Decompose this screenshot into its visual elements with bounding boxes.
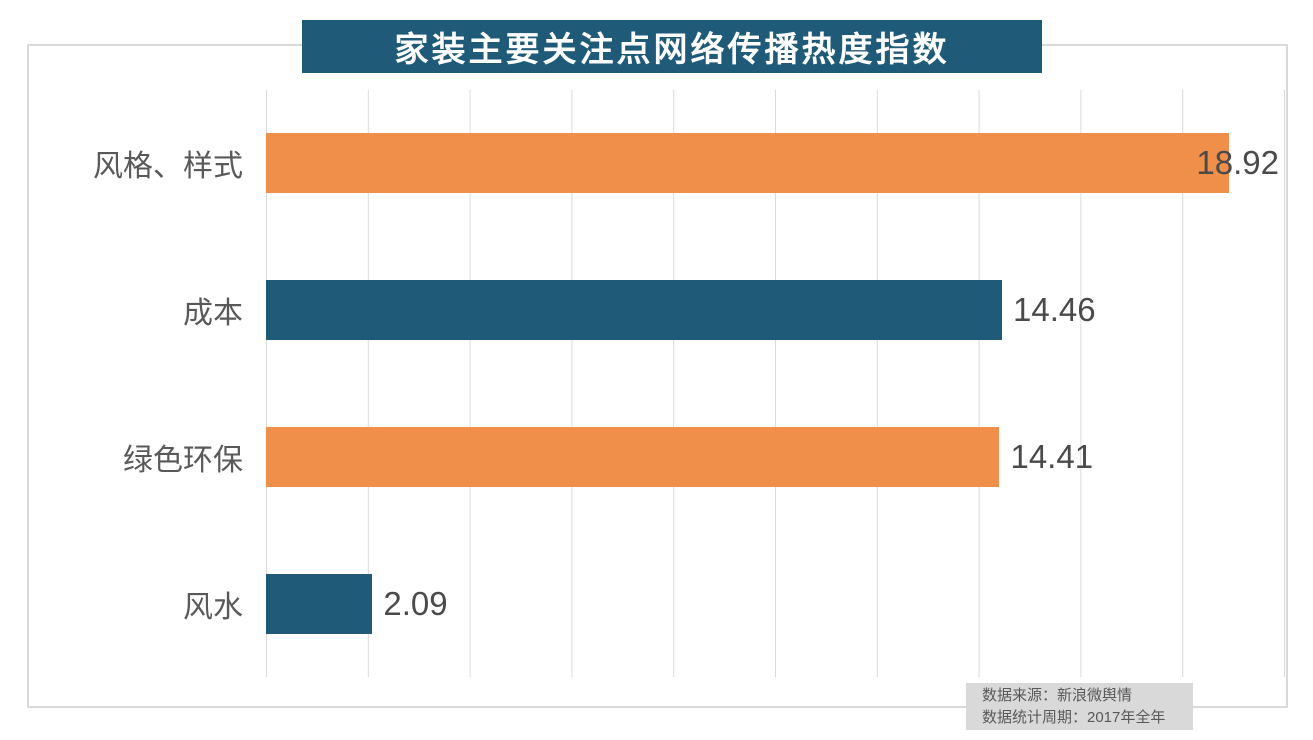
bar-row: 2.09 <box>266 530 1284 677</box>
bar <box>266 280 1002 341</box>
data-label: 14.46 <box>1013 291 1096 329</box>
bar <box>266 133 1230 194</box>
data-label: 18.92 <box>1196 144 1279 182</box>
source-note-line2: 数据统计周期：2017年全年 <box>982 709 1166 726</box>
source-note-line1: 数据来源：新浪微舆情 <box>982 687 1133 704</box>
data-label: 14.41 <box>1010 437 1094 475</box>
source-note-box: 数据来源：新浪微舆情 数据统计周期：2017年全年 <box>966 683 1193 730</box>
chart-title: 家装主要关注点网络传播热度指数 <box>302 20 1042 73</box>
bar-row: 14.46 <box>266 237 1284 384</box>
data-label: 2.09 <box>383 584 448 622</box>
bar <box>266 426 1000 487</box>
category-label: 风格、样式 <box>93 150 243 184</box>
bar-row: 14.41 <box>266 384 1284 531</box>
bar <box>266 573 373 634</box>
category-axis: 风格、样式 成本 绿色环保 风水 <box>0 90 243 677</box>
bar-row: 18.92 <box>266 90 1284 237</box>
category-label: 绿色环保 <box>123 443 243 477</box>
category-label: 风水 <box>183 590 243 624</box>
plot-area: 18.92 14.46 14.41 2.09 <box>266 90 1285 677</box>
category-label: 成本 <box>183 297 243 331</box>
